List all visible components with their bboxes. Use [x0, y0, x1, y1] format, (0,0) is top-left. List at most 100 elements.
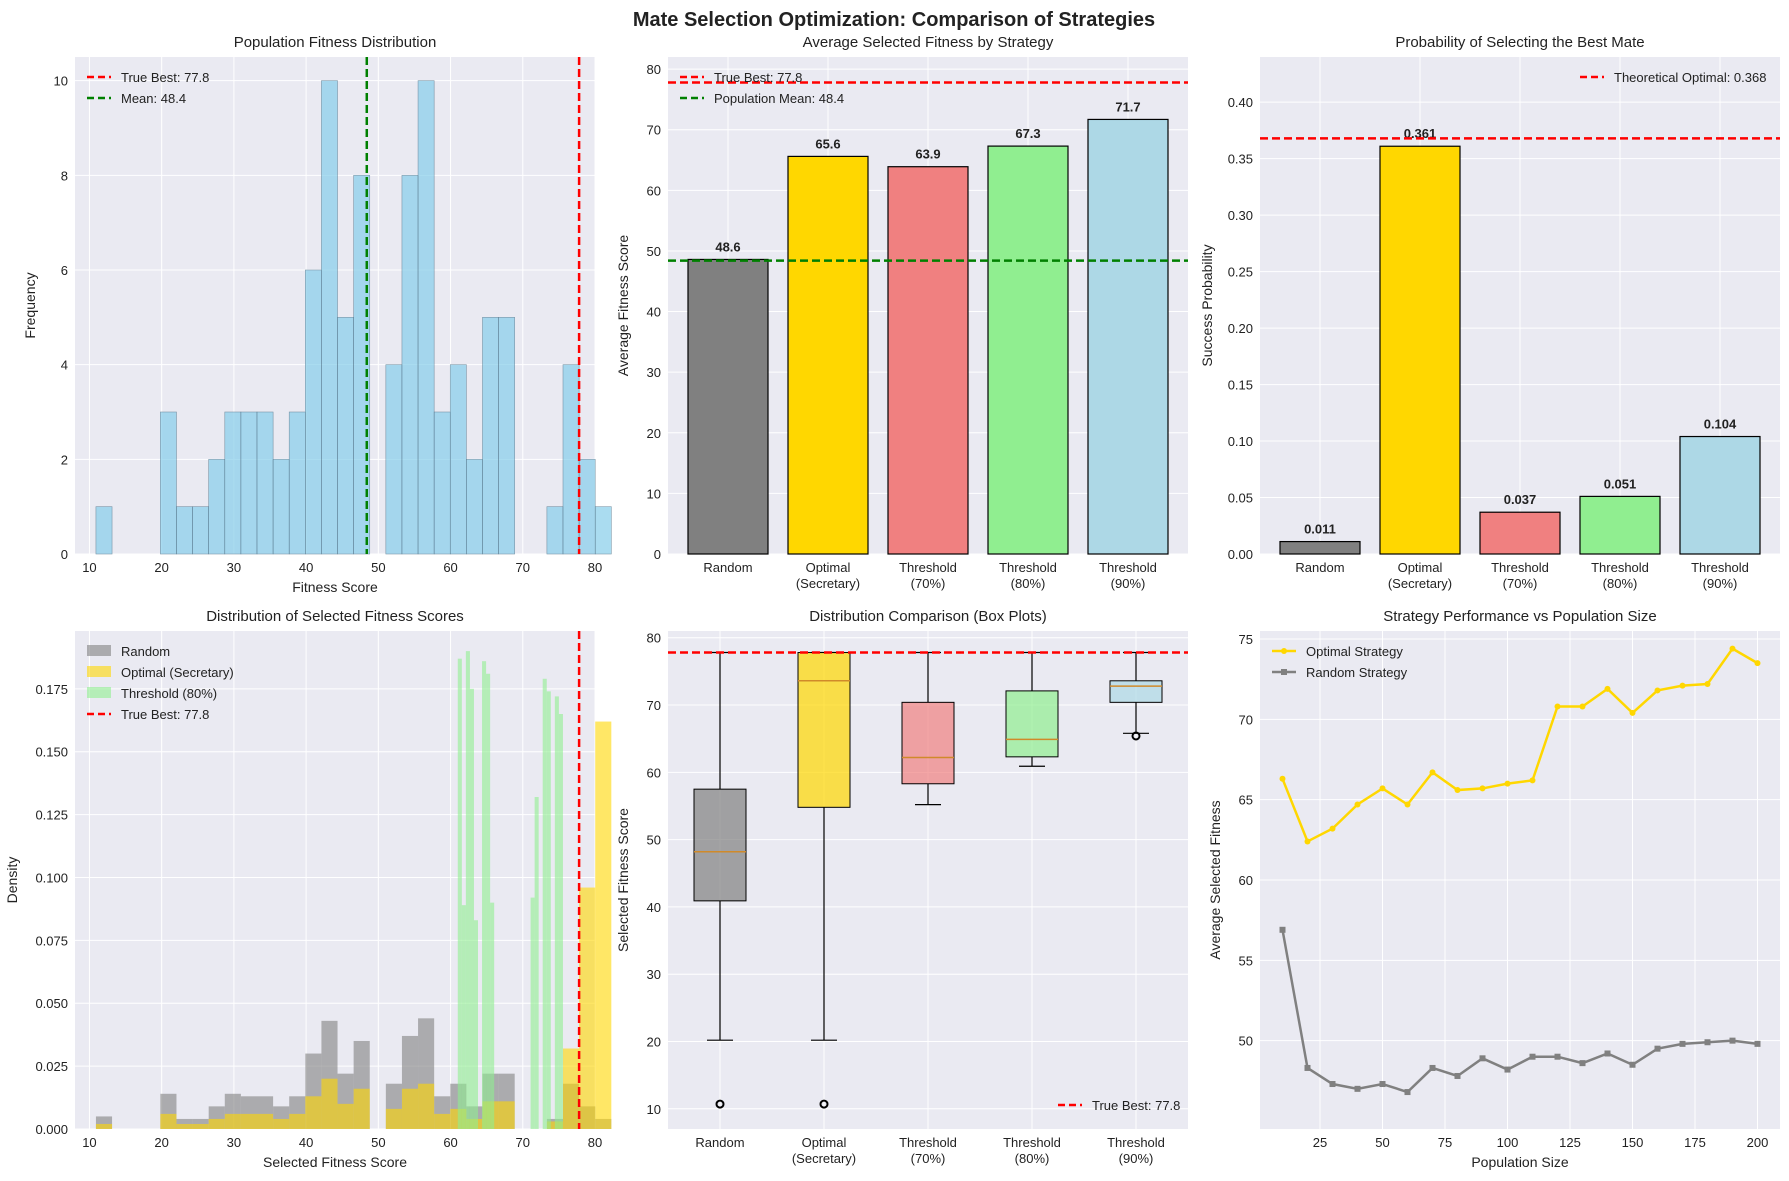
legend-label: Optimal Strategy: [1306, 644, 1403, 659]
data-point: [1579, 703, 1586, 710]
y-tick-label: 75: [1239, 632, 1253, 647]
y-tick-label: 0.35: [1228, 152, 1253, 167]
data-point: [1279, 775, 1286, 782]
category-label: (Secretary): [796, 576, 860, 591]
histogram-bar: [240, 411, 258, 555]
y-tick-label: 2: [61, 452, 68, 467]
y-tick-label: 40: [647, 900, 661, 915]
outlier-point: [1131, 731, 1141, 741]
data-point: [1429, 1064, 1436, 1071]
legend-marker: [1281, 669, 1287, 675]
x-tick-label: 50: [1375, 1135, 1389, 1150]
bar: [1579, 495, 1661, 555]
bar-value-label: 71.7: [1115, 99, 1140, 114]
histogram-bar: [272, 459, 290, 555]
data-point: [1454, 787, 1461, 794]
category-label: Threshold: [1107, 1135, 1165, 1150]
category-label: Threshold: [1691, 560, 1749, 575]
legend-label: True Best: 77.8: [1092, 1098, 1180, 1113]
data-point: [1679, 682, 1686, 689]
bar-value-label: 0.051: [1604, 476, 1637, 491]
density-bar: [542, 678, 547, 1129]
category-label: (Secretary): [1388, 576, 1452, 591]
density-bar: [465, 651, 470, 1129]
data-point: [1379, 785, 1386, 792]
x-tick-label: 10: [82, 1135, 96, 1150]
outlier-point: [715, 1099, 725, 1109]
data-point: [1554, 703, 1561, 710]
y-tick-label: 30: [647, 365, 661, 380]
legend: True Best: 77.8: [1058, 1098, 1180, 1113]
category-label: (80%): [1603, 576, 1638, 591]
density-bar: [558, 714, 563, 1129]
density-bar: [498, 1101, 515, 1129]
density-bar: [385, 1108, 402, 1129]
y-tick-label: 0.150: [35, 745, 68, 760]
histogram-bar: [417, 80, 435, 555]
y-tick-label: 0.30: [1228, 208, 1253, 223]
bar-value-label: 63.9: [915, 147, 940, 162]
chart-title: Strategy Performance vs Population Size: [1383, 608, 1656, 625]
y-tick-label: 0.15: [1228, 378, 1253, 393]
y-axis-label: Frequency: [22, 272, 38, 338]
legend-label: Random: [121, 644, 170, 659]
category-label: Random: [1295, 560, 1344, 575]
data-point: [1429, 769, 1436, 776]
density-bar: [192, 1123, 209, 1129]
box-plot: [1005, 651, 1059, 767]
y-tick-label: 4: [61, 358, 68, 373]
chart-title: Probability of Selecting the Best Mate: [1395, 34, 1644, 51]
histogram-bar: [466, 459, 483, 555]
box-plot: [1109, 651, 1163, 741]
legend-label: Optimal (Secretary): [121, 665, 234, 680]
histogram-bar: [321, 80, 338, 555]
data-point: [1404, 1089, 1411, 1096]
figure-title: Mate Selection Optimization: Comparison …: [633, 9, 1155, 31]
x-axis-label: Fitness Score: [292, 579, 378, 595]
box: [1109, 680, 1163, 703]
box: [693, 788, 747, 902]
data-point: [1704, 681, 1711, 688]
category-label: Random: [695, 1135, 744, 1150]
histogram-bar: [385, 364, 403, 555]
category-label: (Secretary): [792, 1151, 856, 1166]
bar: [987, 145, 1069, 555]
chart-population: Population Fitness Distribution 0 2 4 6 8 10 10…: [22, 34, 612, 595]
bar-value-label: 0.037: [1504, 492, 1537, 507]
legend-swatch: [87, 687, 111, 698]
density-bar: [305, 1096, 322, 1129]
y-tick-label: 70: [647, 123, 661, 138]
category-label: (70%): [1503, 576, 1538, 591]
y-tick-label: 60: [647, 183, 661, 198]
histogram-bar: [224, 411, 242, 555]
legend-label: Mean: 48.4: [121, 91, 186, 106]
y-tick-label: 8: [61, 168, 68, 183]
category-label: (80%): [1011, 576, 1046, 591]
category-label: Threshold: [1003, 1135, 1061, 1150]
y-axis-label: Average Fitness Score: [615, 235, 631, 377]
density-bar: [469, 688, 474, 1129]
y-axis-label: Success Probability: [1199, 244, 1215, 366]
category-label: (80%): [1015, 1151, 1050, 1166]
category-label: (90%): [1111, 576, 1146, 591]
data-point: [1379, 1081, 1386, 1088]
histogram-bar: [433, 411, 451, 555]
box-plot: [901, 651, 955, 806]
data-point: [1679, 1040, 1686, 1047]
y-tick-label: 0.050: [35, 996, 68, 1011]
density-bar: [457, 658, 462, 1129]
series-line: [1281, 647, 1759, 844]
x-tick-label: 70: [516, 1135, 530, 1150]
data-point: [1654, 1045, 1661, 1052]
x-tick-label: 40: [299, 560, 313, 575]
x-tick-label: 175: [1684, 1135, 1706, 1150]
x-axis-label: Selected Fitness Score: [263, 1154, 407, 1170]
data-point: [1529, 1053, 1536, 1060]
chart-pop_size: Strategy Performance vs Population Size 5…: [1207, 608, 1780, 1170]
density-bar: [273, 1118, 290, 1129]
density-bar: [353, 1088, 370, 1129]
bar: [687, 258, 769, 555]
category-label: Threshold: [899, 560, 957, 575]
y-tick-label: 80: [647, 631, 661, 646]
